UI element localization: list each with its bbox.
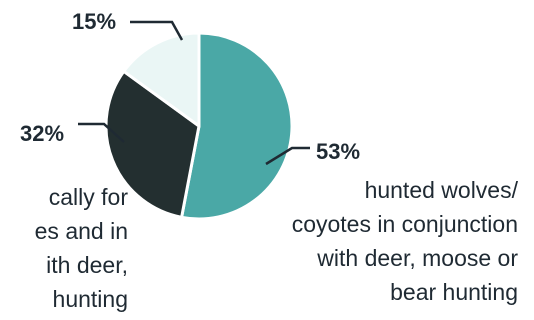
description-line: hunted wolves/: [364, 177, 518, 203]
description-line: es and in: [34, 218, 128, 244]
leader-lines: [78, 20, 310, 166]
description-line: ith deer,: [46, 252, 128, 278]
leader-line-15: [130, 20, 184, 41]
leader-line-53: [265, 146, 310, 166]
pie-slice-32: [104, 69, 201, 219]
pie-slice-15: [122, 31, 201, 128]
pie-slice-53: [180, 31, 294, 221]
description-line: bear hunting: [390, 279, 518, 305]
description-line: coyotes in conjunction: [291, 211, 518, 237]
slice-description-32-partial: cally for es and in ith deer, hunting: [0, 180, 128, 316]
percent-label-15: 15%: [72, 9, 117, 34]
description-line: with deer, moose or: [317, 245, 518, 271]
description-line: hunting: [52, 286, 128, 312]
percent-label-32: 32%: [20, 121, 65, 146]
slice-description-53: hunted wolves/ coyotes in conjunction wi…: [188, 173, 518, 309]
percent-label-53: 53%: [316, 139, 361, 164]
leader-line-32: [78, 122, 125, 143]
description-line: cally for: [48, 184, 128, 210]
pie-slices: [104, 31, 294, 221]
